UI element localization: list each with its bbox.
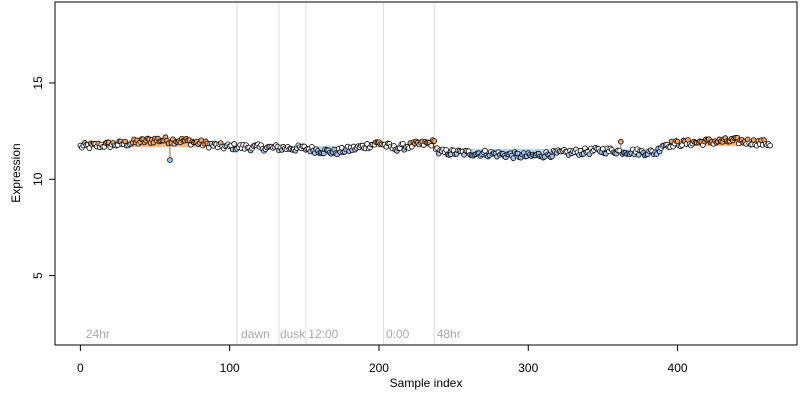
band-segment bbox=[186, 140, 189, 148]
band-segment bbox=[734, 140, 737, 147]
section-label: dusk bbox=[280, 327, 306, 341]
x-tick-label: 200 bbox=[369, 361, 389, 375]
x-axis-label: Sample index bbox=[390, 376, 463, 390]
x-tick-label: 100 bbox=[220, 361, 240, 375]
band-segment bbox=[330, 145, 333, 153]
band-segment bbox=[549, 148, 552, 155]
band-segment bbox=[706, 141, 709, 147]
y-axis: 5 10 15 bbox=[31, 76, 56, 279]
band-segment bbox=[319, 145, 322, 152]
data-point bbox=[431, 138, 438, 144]
band-segment bbox=[542, 148, 545, 156]
data-point bbox=[549, 153, 555, 160]
data-points bbox=[77, 134, 773, 163]
data-point bbox=[167, 157, 173, 163]
band-segment bbox=[164, 139, 167, 148]
band-segment bbox=[487, 148, 489, 155]
x-tick-label: 400 bbox=[668, 361, 688, 375]
band-segment bbox=[472, 148, 475, 154]
band-segment bbox=[318, 145, 321, 151]
y-tick-label: 15 bbox=[31, 76, 45, 90]
band-segment bbox=[183, 140, 186, 148]
x-tick-label: 0 bbox=[77, 361, 84, 375]
band-segment bbox=[106, 144, 109, 148]
band-segment bbox=[448, 148, 451, 154]
data-point bbox=[231, 141, 237, 147]
data-point bbox=[443, 147, 449, 153]
data-point bbox=[482, 147, 488, 154]
data-point bbox=[510, 155, 517, 161]
section-label: 0:00 bbox=[386, 327, 410, 341]
y-axis-label: Expression bbox=[9, 143, 23, 202]
band-segment bbox=[321, 145, 324, 152]
data-point bbox=[428, 142, 435, 149]
y-tick-label: 5 bbox=[31, 272, 45, 279]
band-segment bbox=[540, 148, 543, 156]
band-segment bbox=[548, 148, 551, 155]
band-segment bbox=[185, 140, 188, 148]
section-label: 12:00 bbox=[308, 327, 338, 341]
section-label: dawn bbox=[241, 327, 270, 341]
y-tick-label: 10 bbox=[31, 172, 45, 186]
band-segment bbox=[625, 148, 628, 152]
data-point bbox=[618, 138, 624, 145]
band-segment bbox=[628, 148, 631, 153]
band-segment bbox=[433, 142, 436, 148]
band-segment bbox=[146, 140, 149, 148]
section-label: 24hr bbox=[86, 327, 110, 341]
band-segment bbox=[627, 148, 630, 153]
plot-frame bbox=[54, 1, 798, 346]
band-segment bbox=[733, 140, 736, 147]
section-label: 48hr bbox=[437, 327, 461, 341]
band-segment bbox=[401, 145, 404, 148]
section-dividers bbox=[236, 2, 435, 345]
x-tick-label: 300 bbox=[518, 361, 538, 375]
data-point bbox=[338, 144, 345, 151]
band-segment bbox=[621, 148, 624, 152]
x-axis: 0 100 200 300 400 bbox=[77, 344, 688, 375]
band-segment bbox=[473, 148, 476, 154]
data-point bbox=[767, 142, 773, 149]
band-segment bbox=[645, 148, 648, 153]
band-segment bbox=[470, 148, 473, 154]
section-labels: 24hr dawn dusk 12:00 0:00 48hr bbox=[86, 327, 461, 341]
